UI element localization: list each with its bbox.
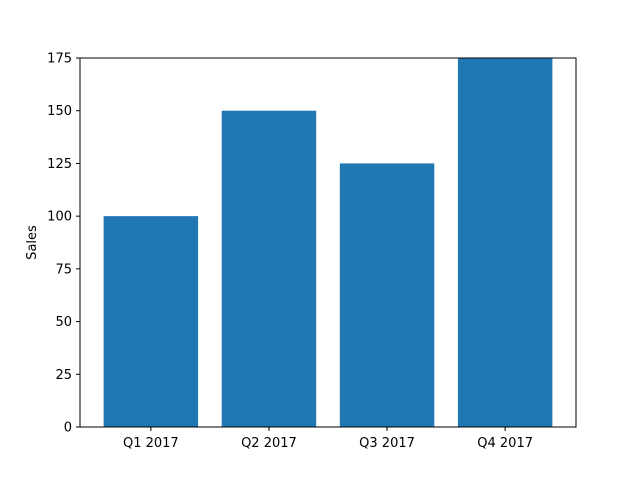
y-tick-label: 75 <box>55 262 72 277</box>
bar-q1-2017 <box>103 216 199 427</box>
y-axis-label: Sales <box>25 225 40 260</box>
x-tick-label: Q3 2017 <box>359 436 415 451</box>
x-tick-label: Q4 2017 <box>477 436 533 451</box>
y-tick-label: 25 <box>55 368 72 383</box>
bars-group <box>103 58 553 427</box>
bar-q2-2017 <box>221 110 317 427</box>
y-tick-label: 50 <box>55 315 72 330</box>
plot-frame <box>79 57 577 428</box>
y-tick-label: 125 <box>47 157 72 172</box>
x-tick-label: Q2 2017 <box>241 436 297 451</box>
bar-q3-2017 <box>339 163 435 427</box>
y-tick-label: 150 <box>47 104 72 119</box>
x-tick-label: Q1 2017 <box>123 436 179 451</box>
y-tick-label: 100 <box>47 210 72 225</box>
y-axis: 0 25 50 75 100 125 150 175 <box>47 52 80 436</box>
y-tick-label: 0 <box>64 421 72 436</box>
bar-q4-2017 <box>457 58 553 427</box>
y-tick-label: 175 <box>47 52 72 67</box>
x-axis: Q1 2017 Q2 2017 Q3 2017 Q4 2017 <box>123 427 533 451</box>
